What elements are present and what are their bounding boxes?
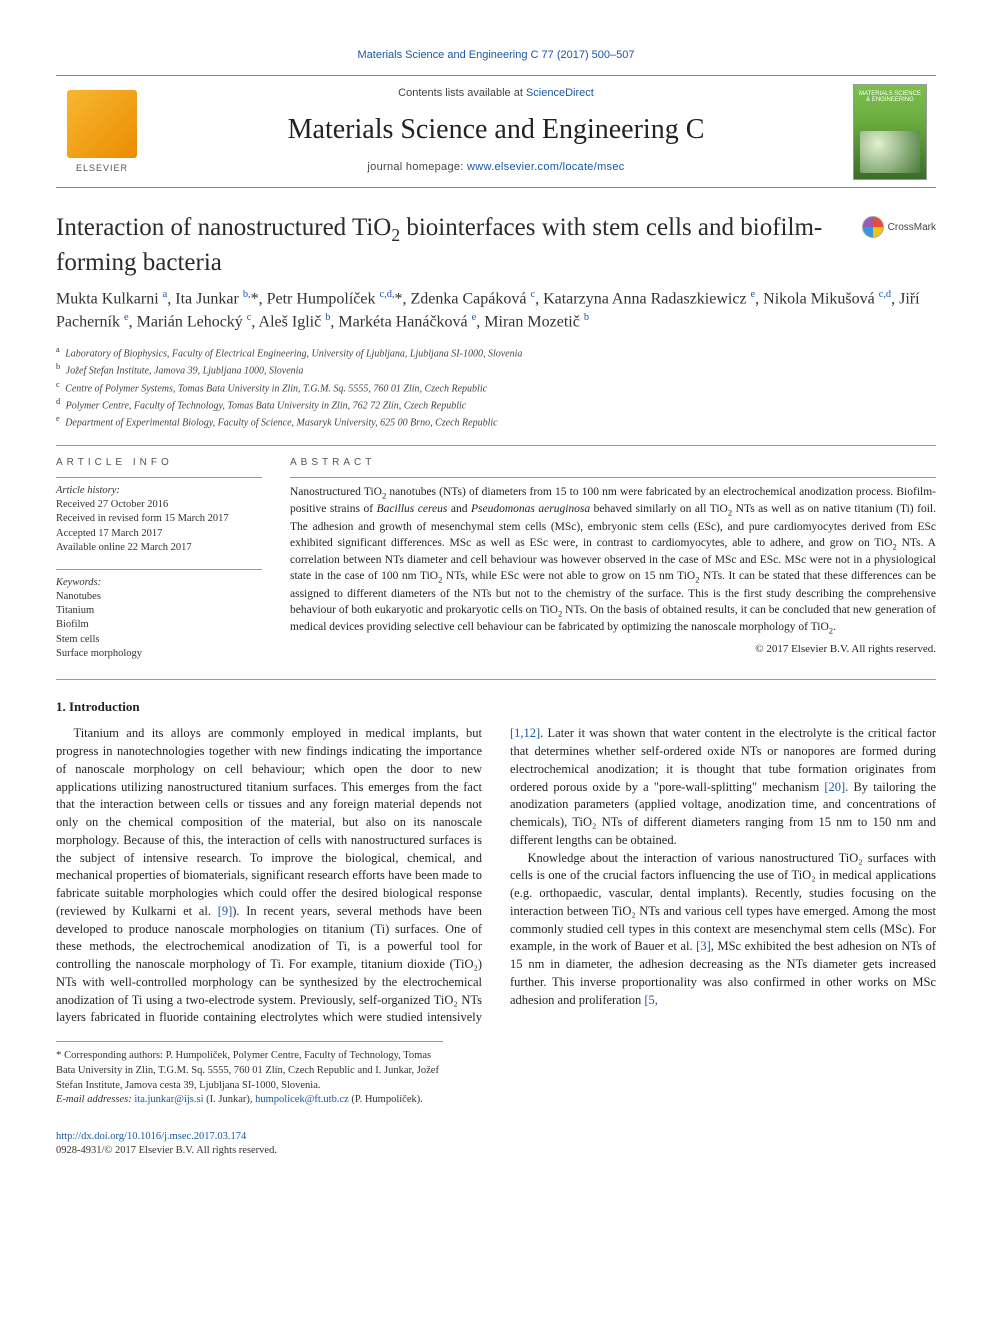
sciencedirect-link[interactable]: ScienceDirect (526, 87, 594, 99)
keyword: Titanium (56, 604, 262, 618)
abstract-copyright: © 2017 Elsevier B.V. All rights reserved… (290, 642, 936, 657)
keyword: Biofilm (56, 618, 262, 632)
journal-homepage-link[interactable]: www.elsevier.com/locate/msec (467, 161, 625, 173)
divider (56, 445, 936, 446)
received-date: Received 27 October 2016 (56, 498, 262, 512)
citation-link[interactable]: [1,12] (510, 726, 540, 740)
page-footer: http://dx.doi.org/10.1016/j.msec.2017.03… (56, 1130, 936, 1158)
email-link[interactable]: humpolicek@ft.utb.cz (255, 1094, 349, 1105)
publisher-logo: ELSEVIER (56, 76, 148, 187)
accepted-date: Accepted 17 March 2017 (56, 527, 262, 541)
history-label: Article history: (56, 484, 262, 498)
citation-link[interactable]: [5, (644, 993, 658, 1007)
abstract-column: abstract Nanostructured TiO2 nanotubes (… (290, 456, 936, 675)
email-link[interactable]: ita.junkar@ijs.si (134, 1094, 203, 1105)
divider (56, 679, 936, 680)
doi-link[interactable]: http://dx.doi.org/10.1016/j.msec.2017.03… (56, 1131, 246, 1142)
crossmark-icon (862, 216, 884, 238)
keyword: Surface morphology (56, 647, 262, 661)
article-info-column: article info Article history: Received 2… (56, 456, 262, 675)
elsevier-tree-icon (67, 90, 137, 158)
keywords-label: Keywords: (56, 576, 262, 590)
top-citation: Materials Science and Engineering C 77 (… (56, 48, 936, 63)
journal-header: ELSEVIER Contents lists available at Sci… (56, 75, 936, 188)
citation-link[interactable]: [20] (824, 780, 845, 794)
journal-name: Materials Science and Engineering C (156, 111, 836, 149)
keyword: Nanotubes (56, 590, 262, 604)
keyword: Stem cells (56, 633, 262, 647)
journal-homepage-line: journal homepage: www.elsevier.com/locat… (156, 160, 836, 175)
abstract-heading: abstract (290, 456, 936, 470)
top-citation-link[interactable]: Materials Science and Engineering C 77 (… (357, 49, 634, 61)
crossmark-label: CrossMark (888, 221, 936, 235)
section-heading-introduction: 1. Introduction (56, 698, 936, 716)
publisher-name: ELSEVIER (76, 162, 128, 174)
affiliations: a Laboratory of Biophysics, Faculty of E… (56, 344, 936, 431)
crossmark-badge[interactable]: CrossMark (862, 216, 936, 238)
article-info-heading: article info (56, 456, 262, 470)
revised-date: Received in revised form 15 March 2017 (56, 512, 262, 526)
journal-cover-thumb: MATERIALS SCIENCE & ENGINEERING (844, 76, 936, 187)
body-text: Titanium and its alloys are commonly emp… (56, 725, 936, 1027)
author-list: Mukta Kulkarni a, Ita Junkar b,*, Petr H… (56, 288, 936, 333)
citation-link[interactable]: [9] (218, 904, 233, 918)
article-title: Interaction of nanostructured TiO2 bioin… (56, 212, 846, 278)
abstract-text: Nanostructured TiO2 nanotubes (NTs) of d… (290, 484, 936, 636)
online-date: Available online 22 March 2017 (56, 541, 262, 555)
citation-link[interactable]: [3] (696, 939, 711, 953)
issn-copyright: 0928-4931/© 2017 Elsevier B.V. All right… (56, 1144, 277, 1158)
corresponding-author-footnote: * Corresponding authors: P. Humpolíček, … (56, 1041, 443, 1108)
contents-available-line: Contents lists available at ScienceDirec… (156, 86, 836, 101)
